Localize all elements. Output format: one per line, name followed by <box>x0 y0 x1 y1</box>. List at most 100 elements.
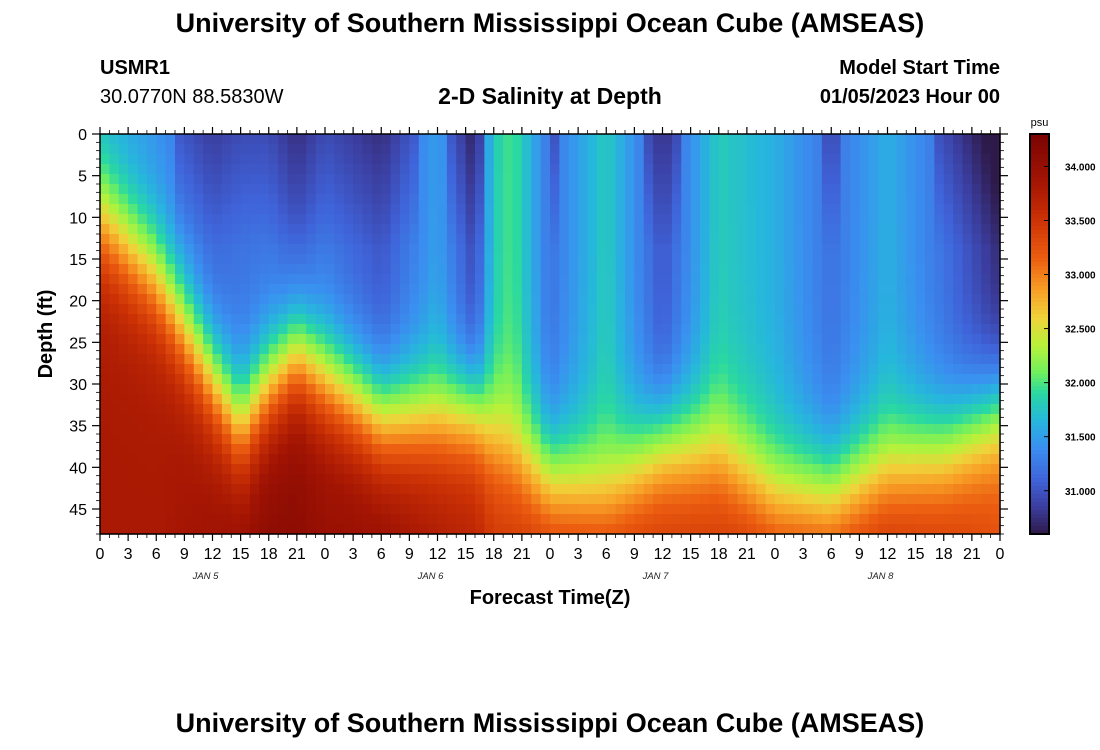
heatmap-cell <box>315 234 326 245</box>
heatmap-cell <box>193 514 204 525</box>
heatmap-cell <box>812 214 823 225</box>
heatmap-cell <box>362 174 373 185</box>
heatmap-cell <box>240 364 251 375</box>
heatmap-cell <box>475 314 485 325</box>
heatmap-cell <box>400 464 410 475</box>
heatmap-cell <box>250 244 260 255</box>
heatmap-cell <box>643 164 654 175</box>
x-tick-label: 9 <box>180 546 189 563</box>
heatmap-cell <box>100 394 110 405</box>
heatmap-cell <box>512 414 523 425</box>
heatmap-cell <box>850 324 860 335</box>
heatmap-cell <box>521 384 532 395</box>
heatmap-cell <box>718 294 729 305</box>
heatmap-cell <box>671 194 682 205</box>
heatmap-cell <box>756 324 767 335</box>
colorbar-tick-label: 31.000 <box>1065 487 1096 498</box>
heatmap-cell <box>971 484 982 495</box>
heatmap-cell <box>465 284 476 295</box>
heatmap-cell <box>371 414 382 425</box>
heatmap-cell <box>137 514 148 525</box>
y-tick-label: 40 <box>69 460 87 477</box>
heatmap-cell <box>596 334 607 345</box>
heatmap-cell <box>793 434 804 445</box>
heatmap-cell <box>746 494 757 505</box>
heatmap-cell <box>681 324 692 335</box>
heatmap-cell <box>146 404 157 415</box>
heatmap-cell <box>128 214 139 225</box>
heatmap-cell <box>437 504 448 515</box>
heatmap-cell <box>128 254 139 265</box>
heatmap-cell <box>240 464 251 475</box>
heatmap-cell <box>315 254 326 265</box>
heatmap-cell <box>709 284 720 295</box>
heatmap-cell <box>718 484 729 495</box>
heatmap-cell <box>821 184 832 195</box>
heatmap-cell <box>859 154 870 165</box>
heatmap-cell <box>203 284 214 295</box>
heatmap-cell <box>503 524 514 535</box>
heatmap-cell <box>493 274 504 285</box>
heatmap-cell <box>456 454 467 465</box>
heatmap-cell <box>709 324 720 335</box>
heatmap-cell <box>700 294 710 305</box>
heatmap-cell <box>718 384 729 395</box>
heatmap-cell <box>831 424 842 435</box>
heatmap-cell <box>700 134 710 145</box>
heatmap-cell <box>625 394 635 405</box>
heatmap-cell <box>493 264 504 275</box>
heatmap-cell <box>709 254 720 265</box>
heatmap-cell <box>325 474 335 485</box>
heatmap-cell <box>306 484 317 495</box>
heatmap-cell <box>100 454 110 465</box>
heatmap-cell <box>231 204 242 215</box>
heatmap-cell <box>681 454 692 465</box>
heatmap-cell <box>315 414 326 425</box>
heatmap-cell <box>465 134 476 145</box>
colorbar-segment <box>1030 286 1049 291</box>
heatmap-cell <box>512 144 523 155</box>
heatmap-cell <box>193 164 204 175</box>
heatmap-cell <box>287 344 298 355</box>
heatmap-cell <box>887 484 898 495</box>
heatmap-cell <box>409 324 420 335</box>
heatmap-cell <box>896 374 907 385</box>
heatmap-cell <box>934 314 945 325</box>
heatmap-cell <box>175 394 185 405</box>
heatmap-cell <box>775 354 785 365</box>
heatmap-cell <box>662 154 673 165</box>
heatmap-cell <box>784 184 795 195</box>
heatmap-cell <box>493 434 504 445</box>
heatmap-cell <box>184 514 195 525</box>
heatmap-cell <box>100 384 110 395</box>
colorbar-segment <box>1030 482 1049 487</box>
heatmap-cell <box>503 294 514 305</box>
heatmap-cell <box>671 434 682 445</box>
heatmap-cell <box>887 494 898 505</box>
heatmap-cell <box>840 214 851 225</box>
heatmap-cell <box>700 344 710 355</box>
heatmap-cell <box>971 324 982 335</box>
heatmap-cell <box>690 304 701 315</box>
heatmap-cell <box>981 474 992 485</box>
heatmap-cell <box>821 334 832 345</box>
heatmap-cell <box>775 484 785 495</box>
heatmap-cell <box>718 434 729 445</box>
heatmap-cell <box>540 524 551 535</box>
heatmap-cell <box>550 184 560 195</box>
heatmap-cell <box>925 194 935 205</box>
heatmap-cell <box>512 404 523 415</box>
heatmap-cell <box>203 344 214 355</box>
heatmap-cell <box>100 474 110 485</box>
heatmap-cell <box>756 484 767 495</box>
heatmap-cell <box>287 294 298 305</box>
heatmap-cell <box>231 504 242 515</box>
heatmap-cell <box>821 194 832 205</box>
heatmap-cell <box>203 244 214 255</box>
heatmap-cell <box>343 524 354 535</box>
heatmap-cell <box>653 224 664 235</box>
heatmap-cell <box>156 144 167 155</box>
heatmap-cell <box>850 284 860 295</box>
colorbar-segment <box>1030 294 1049 299</box>
heatmap-cell <box>559 314 570 325</box>
